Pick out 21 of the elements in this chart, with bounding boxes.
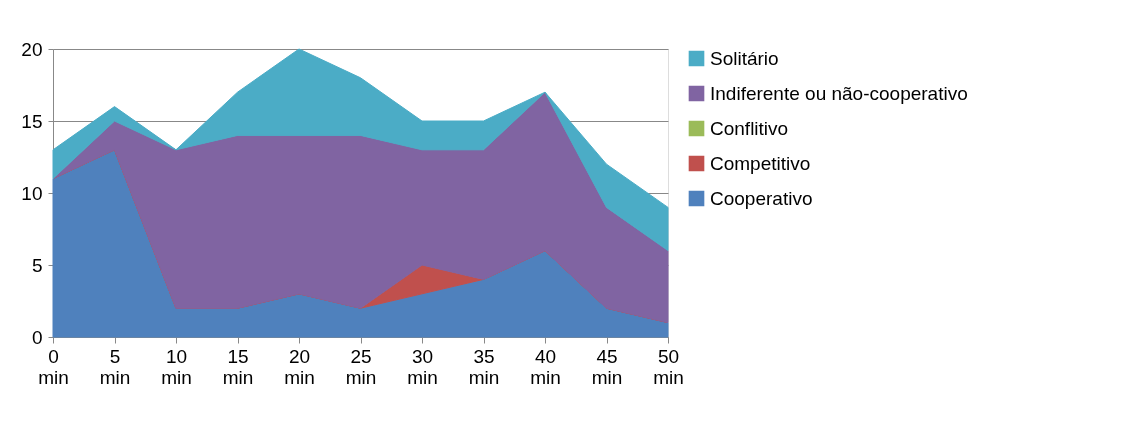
x-tick-label: 30 min [407,345,438,388]
y-tick-label: 15 [21,110,43,132]
x-tick-label: 10 min [161,345,192,388]
legend-label: Solitário [710,47,779,69]
y-tick-label: 0 [31,326,43,348]
x-tick-label: 25 min [345,345,377,388]
x-tick-label: 45 min [591,345,623,388]
x-tick-label: 40 min [530,345,561,388]
y-tick-label: 10 [21,182,43,204]
x-tick-label: 50 min [653,345,684,388]
legend-label: Conflitivo [710,117,789,139]
x-tick-label: 15 min [222,345,254,388]
y-tick-label: 20 [21,38,43,60]
x-tick-label: 0 min [38,345,69,388]
legend-label: Cooperativo [710,187,813,209]
x-tick-label: 20 min [284,345,315,388]
x-tick-label: 35 min [468,345,500,388]
y-tick-label: 5 [31,254,43,276]
legend-label: Indiferente ou não-cooperativo [710,82,968,104]
x-tick-label: 5 min [99,345,131,388]
legend-label: Competitivo [710,152,811,174]
